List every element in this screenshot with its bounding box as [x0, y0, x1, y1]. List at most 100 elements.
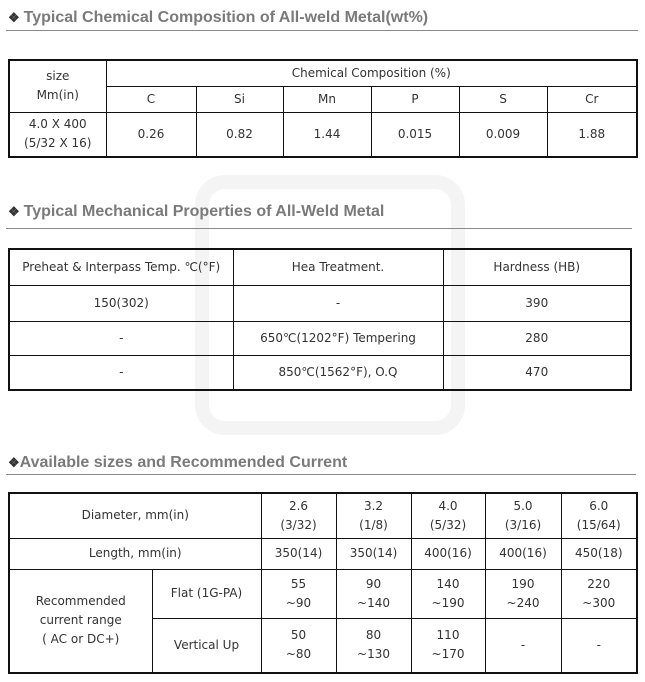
length-cell: 400(16): [410, 537, 486, 570]
table-cell: 280: [442, 320, 632, 356]
section-title-text: Typical Chemical Composition of All-weld…: [23, 9, 429, 26]
flat-current-cell: 220 ~300: [560, 568, 638, 619]
length-cell: 350(14): [335, 537, 412, 570]
cell-line: -: [520, 637, 526, 652]
divider: [6, 474, 636, 475]
vertical-current-cell: 110 ~170: [410, 617, 486, 674]
element-header: Cr: [546, 85, 638, 113]
cell-line: 220: [587, 576, 611, 591]
cell-line: 4.0: [438, 498, 458, 513]
vertical-current-cell: 50 ~80: [260, 617, 337, 674]
table-cell: -: [8, 354, 234, 391]
size-cell: 4.0 X 400 (5/32 X 16): [8, 111, 107, 158]
element-value: 1.44: [282, 111, 372, 158]
cell-line: ~90: [285, 595, 312, 610]
mechanical-properties-table: Preheat & Interpass Temp. ℃(°F) Hea Treat…: [8, 248, 632, 391]
cell-line: ~300: [582, 595, 616, 610]
cell-line: 2.6: [288, 498, 309, 513]
element-value: 0.82: [195, 111, 284, 158]
cell-line: 3.2: [363, 498, 384, 513]
diameter-cell: 2.6 (3/32): [260, 492, 337, 539]
length-cell: 450(18): [560, 537, 638, 570]
diamond-bullet-icon: ❖: [8, 204, 20, 219]
section-title-text: Typical Mechanical Properties of All-Wel…: [23, 203, 385, 220]
label-line: current range: [39, 613, 122, 628]
divider: [6, 30, 638, 31]
section-title-chemical: ❖ Typical Chemical Composition of All-wel…: [8, 9, 428, 27]
diameter-cell: 3.2 (1/8): [335, 492, 412, 539]
table-cell: 150(302): [8, 284, 234, 322]
table-row: -650℃(1202°F) Tempering 280: [8, 320, 632, 356]
size-header-line: Mm(in): [36, 88, 79, 103]
cell-line: (3/32): [280, 517, 317, 532]
cell-line: ~170: [431, 647, 465, 662]
table-cell: 470: [442, 354, 632, 391]
vertical-current-cell: -: [484, 617, 562, 674]
table-row: 150(302) -390: [8, 284, 632, 322]
header-row: Preheat & Interpass Temp. ℃(°F) Hea Treat…: [8, 248, 632, 286]
diameter-cell: 4.0 (5/32): [410, 492, 486, 539]
length-label: Length, mm(in): [8, 537, 262, 570]
diameter-cell: 5.0 (3/16): [484, 492, 562, 539]
cell-line: 90: [365, 576, 382, 591]
vertical-label: Vertical Up: [151, 617, 262, 674]
cell-line: 5.0: [513, 498, 533, 513]
table-cell: 850℃(1562°F), O.Q: [232, 354, 444, 391]
chemical-composition-table: size Mm(in) Chemical Composition (%) C Si M…: [8, 59, 639, 158]
size-line: (5/32 X 16): [24, 136, 92, 151]
cell-line: (3/16): [504, 517, 542, 532]
vertical-current-cell: -: [560, 617, 638, 674]
cell-line: (5/32): [429, 517, 467, 532]
section-title-text: Available sizes and Recommended Current: [19, 454, 348, 471]
flat-current-cell: 55 ~90: [260, 568, 337, 619]
diamond-bullet-icon: ❖: [8, 455, 20, 470]
column-header: Hardness (HB): [442, 248, 632, 286]
cell-line: 190: [511, 576, 535, 591]
section-title-mechanical: ❖ Typical Mechanical Properties of All-We…: [8, 203, 384, 221]
size-header: size Mm(in): [8, 59, 107, 113]
vertical-row: Vertical Up 50 ~80 80 ~130 110 ~170- -: [9, 617, 638, 674]
flat-row: Recommended current range ( AC or DC+) Flat…: [8, 568, 638, 674]
cell-line: 140: [436, 576, 460, 591]
length-cell: 350(14): [260, 537, 337, 570]
element-header: S: [458, 85, 548, 113]
section-title-sizes: ❖Available sizes and Recommended Current: [8, 454, 347, 472]
group-header: Chemical Composition (%): [105, 59, 638, 87]
cell-line: 80: [365, 628, 382, 643]
table-row: -850℃(1562°F), O.Q 470: [8, 354, 632, 391]
cell-line: -: [596, 637, 601, 652]
label-line: ( AC or DC+): [42, 632, 120, 647]
table-cell: -: [8, 320, 234, 356]
diameter-row: Diameter, mm(in) 2.6 (3/32) 3.2 (1/8) 4.0 (5/3…: [8, 492, 638, 539]
length-row: Length, mm(in) 350(14) 350(14) 400(16) 400(1…: [8, 537, 638, 570]
cell-line: ~190: [431, 595, 465, 610]
cell-line: 50: [290, 628, 307, 643]
table-cell: 390: [442, 284, 632, 322]
element-value: 0.26: [105, 111, 197, 158]
flat-current-cell: 140 ~190: [410, 568, 486, 619]
element-value: 0.015: [370, 111, 460, 158]
element-header: Si: [195, 85, 284, 113]
flat-current-cell: 90 ~140: [335, 568, 412, 619]
element-header: Mn: [282, 85, 372, 113]
flat-label: Flat (1G-PA): [151, 568, 262, 619]
cell-line: 6.0: [589, 498, 609, 513]
cell-line: ~240: [506, 595, 540, 610]
cell-line: ~130: [357, 647, 390, 662]
element-header: C: [105, 85, 197, 113]
current-range-label: Recommended current range ( AC or DC+): [8, 568, 153, 674]
cell-line: ~140: [357, 595, 390, 610]
cell-line: (15/64): [576, 517, 621, 532]
size-header-line: size: [46, 69, 70, 84]
element-header: P: [370, 85, 460, 113]
flat-current-cell: 190 ~240: [484, 568, 562, 619]
diameter-cell: 6.0 (15/64): [560, 492, 638, 539]
element-value: 1.88: [546, 111, 638, 158]
cell-line: (1/8): [359, 517, 388, 532]
vertical-current-cell: 80 ~130: [335, 617, 412, 674]
sizes-current-table: Diameter, mm(in) 2.6 (3/32) 3.2 (1/8) 4.0 (5/3…: [8, 492, 638, 674]
cell-line: ~80: [285, 647, 312, 662]
size-line: 4.0 X 400: [28, 117, 87, 132]
element-value: 0.009: [458, 111, 548, 158]
column-header: Hea Treatment.: [232, 248, 444, 286]
